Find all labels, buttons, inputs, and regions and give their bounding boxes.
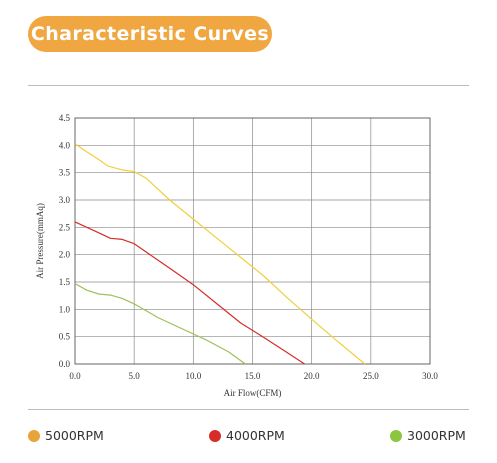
series-line-5000rpm [74, 143, 366, 365]
legend-label: 4000RPM [226, 428, 285, 443]
x-tick-label: 20.0 [304, 371, 320, 381]
y-tick-label: 4.5 [59, 113, 71, 123]
y-tick-label: 1.5 [59, 277, 71, 287]
x-tick-label: 15.0 [245, 371, 261, 381]
y-tick-label: 3.0 [59, 195, 71, 205]
top-divider [28, 85, 469, 86]
x-tick-label: 30.0 [422, 371, 438, 381]
series-line-3000rpm [74, 283, 246, 365]
y-axis-label: Air Pressure(mmAq) [35, 203, 45, 279]
x-tick-label: 5.0 [129, 371, 141, 381]
legend-item-4000rpm: 4000RPM [209, 428, 285, 443]
legend-dot-icon [390, 429, 402, 442]
legend-item-3000rpm: 3000RPM [390, 428, 466, 443]
x-tick-label: 25.0 [363, 371, 379, 381]
legend-item-5000rpm: 5000RPM [28, 428, 104, 443]
page-title: Characteristic Curves [30, 23, 270, 45]
y-tick-label: 0.5 [59, 332, 71, 342]
y-tick-label: 4.0 [59, 140, 71, 150]
legend-label: 3000RPM [407, 428, 466, 443]
y-tick-label: 0.0 [59, 359, 71, 369]
legend-label: 5000RPM [45, 428, 104, 443]
y-tick-label: 2.0 [59, 250, 71, 260]
y-tick-label: 3.5 [59, 168, 71, 178]
y-tick-label: 1.0 [59, 304, 71, 314]
x-axis-label: Air Flow(CFM) [224, 388, 282, 398]
legend-dot-icon [209, 429, 221, 442]
y-tick-label: 2.5 [59, 222, 71, 232]
x-tick-label: 10.0 [185, 371, 201, 381]
x-tick-label: 0.0 [69, 371, 81, 381]
plot-border [74, 117, 431, 365]
bottom-divider [28, 409, 469, 410]
title-pill: Characteristic Curves [28, 16, 272, 52]
legend-dot-icon [28, 429, 40, 442]
series-line-4000rpm [74, 221, 305, 365]
